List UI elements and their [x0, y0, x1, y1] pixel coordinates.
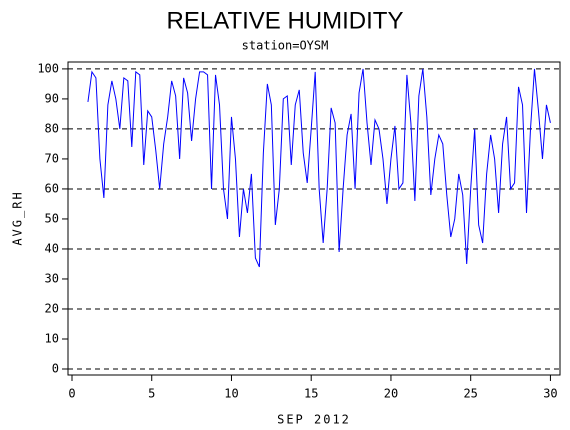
y-tick-label: 20 — [45, 301, 59, 315]
x-tick-label: 10 — [224, 387, 238, 401]
y-tick-label: 90 — [45, 91, 59, 105]
data-line — [87, 68, 551, 268]
plot-frame — [67, 61, 561, 376]
x-tick-label: 5 — [148, 387, 155, 401]
y-tick-label: 40 — [45, 241, 59, 255]
y-tick-label: 60 — [45, 181, 59, 195]
y-tick-label: 10 — [45, 331, 59, 345]
x-tick-label: 15 — [304, 387, 318, 401]
y-axis-label: AVG_RH — [11, 190, 25, 245]
x-axis-label: SEP 2012 — [277, 413, 351, 427]
y-tick-label: 70 — [45, 151, 59, 165]
y-tick-label: 80 — [45, 121, 59, 135]
x-tick-label: 25 — [463, 387, 477, 401]
y-tick-label: 50 — [45, 211, 59, 225]
chart-subtitle: station=OYSM — [242, 39, 329, 53]
x-tick-label: 20 — [384, 387, 398, 401]
x-tick-label: 0 — [68, 387, 75, 401]
chart-title: RELATIVE HUMIDITY — [167, 7, 404, 34]
y-tick-label: 100 — [37, 61, 59, 75]
y-tick-label: 0 — [52, 361, 59, 375]
y-tick-label: 30 — [45, 271, 59, 285]
x-tick-label: 30 — [543, 387, 557, 401]
